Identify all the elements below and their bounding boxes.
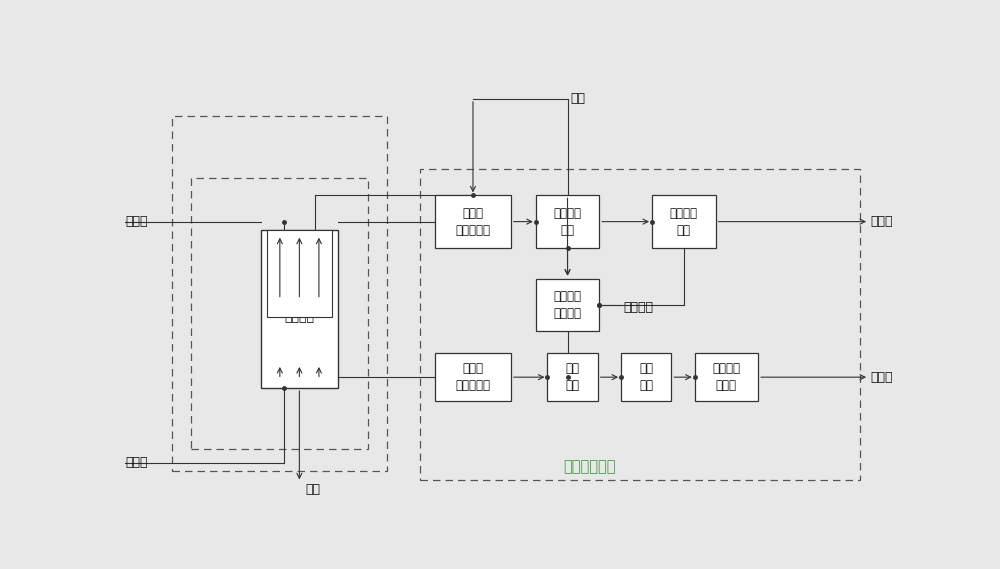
Bar bbox=[435, 195, 511, 248]
Text: 油固分离
单元: 油固分离 单元 bbox=[670, 207, 698, 237]
Bar bbox=[695, 353, 758, 401]
Bar bbox=[621, 353, 671, 401]
Text: 油气净化装置: 油气净化装置 bbox=[564, 460, 616, 475]
Bar bbox=[191, 178, 368, 450]
Text: 热解气化
耦合装置: 热解气化 耦合装置 bbox=[284, 294, 314, 324]
Text: 低温轻油: 低温轻油 bbox=[623, 300, 653, 314]
Bar bbox=[172, 117, 387, 471]
Text: 富煤油: 富煤油 bbox=[125, 215, 148, 228]
Bar bbox=[652, 195, 716, 248]
Text: 气化剂: 气化剂 bbox=[125, 456, 148, 469]
Bar bbox=[435, 353, 511, 401]
Bar bbox=[536, 195, 599, 248]
Text: 重油: 重油 bbox=[571, 92, 586, 105]
Text: 除尘及
热回收单元: 除尘及 热回收单元 bbox=[455, 362, 490, 392]
Bar bbox=[547, 353, 598, 401]
Bar bbox=[420, 169, 860, 480]
Text: 油气分离
单元: 油气分离 单元 bbox=[554, 207, 582, 237]
Text: 压缩
单元: 压缩 单元 bbox=[566, 362, 580, 392]
Text: 合成气: 合成气 bbox=[871, 370, 893, 384]
Bar bbox=[536, 279, 599, 331]
Text: 除尘及
热回收单元: 除尘及 热回收单元 bbox=[455, 207, 490, 237]
Bar bbox=[261, 230, 338, 388]
Bar bbox=[267, 230, 332, 317]
Text: 灰渣: 灰渣 bbox=[306, 483, 321, 496]
Text: 煤焦油: 煤焦油 bbox=[871, 215, 893, 228]
Text: 低温甲醇
洗单元: 低温甲醇 洗单元 bbox=[712, 362, 740, 392]
Text: 低温油气
分离单元: 低温油气 分离单元 bbox=[554, 290, 582, 320]
Text: 变换
单元: 变换 单元 bbox=[639, 362, 653, 392]
